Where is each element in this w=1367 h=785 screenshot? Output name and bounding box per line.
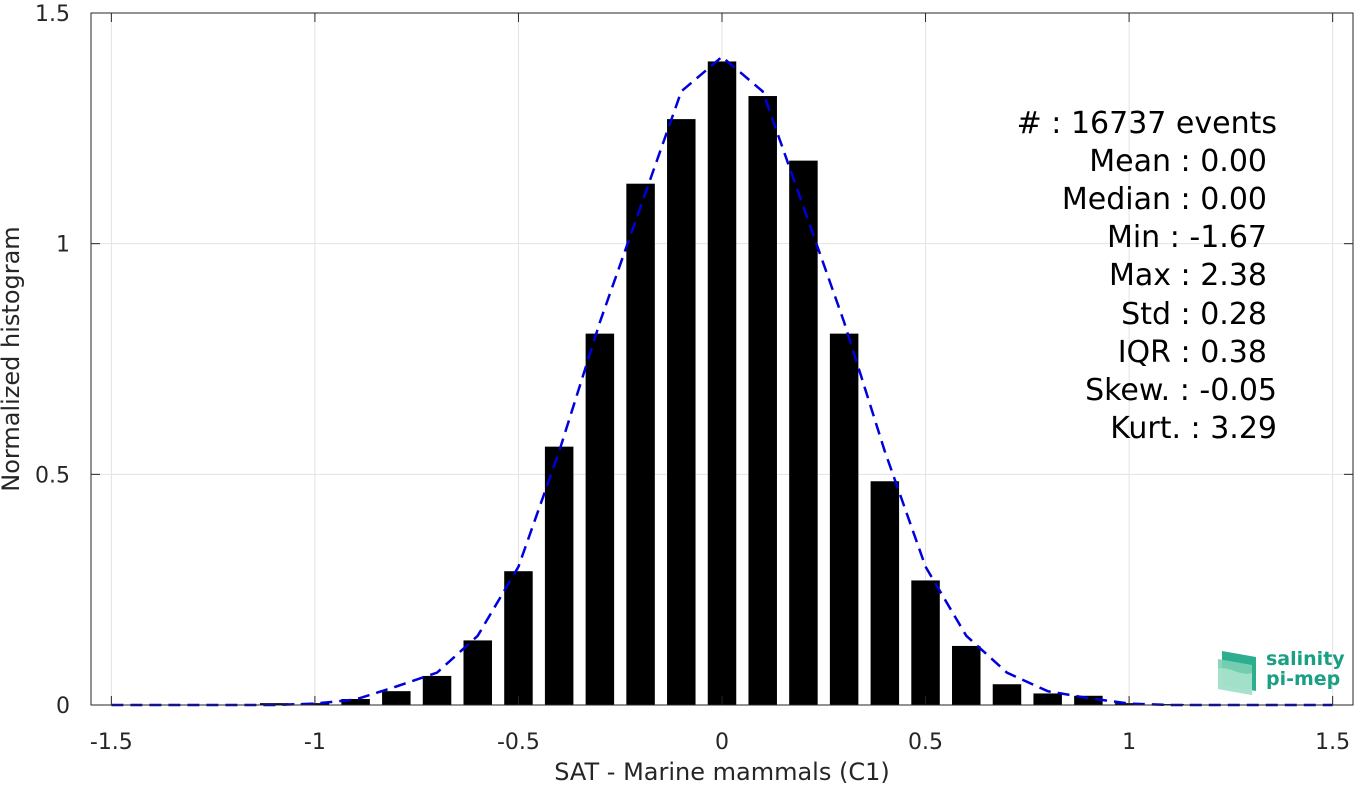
bar bbox=[341, 699, 370, 705]
bar bbox=[463, 640, 492, 705]
bar bbox=[1033, 693, 1062, 705]
x-tick-label: 1 bbox=[1122, 730, 1136, 755]
x-tick-label: -1.5 bbox=[90, 730, 133, 755]
bars bbox=[259, 61, 1185, 706]
bar bbox=[504, 571, 533, 705]
logo-line2: pi-mep bbox=[1266, 668, 1341, 690]
stat-median: Median : 0.00 bbox=[1062, 182, 1267, 217]
bar bbox=[382, 691, 411, 705]
bar bbox=[667, 119, 696, 705]
logo-line1: salinity bbox=[1266, 648, 1345, 670]
x-tick-label: 0.5 bbox=[908, 730, 943, 755]
bar bbox=[952, 645, 981, 705]
bar bbox=[911, 580, 940, 705]
ticks bbox=[91, 12, 1353, 706]
stat-min: Min : -1.67 bbox=[1107, 220, 1267, 255]
stat-iqr: IQR : 0.38 bbox=[1118, 335, 1267, 370]
y-tick-label: 1 bbox=[56, 233, 70, 258]
x-tick-label: -0.5 bbox=[497, 730, 540, 755]
x-tick-label: -1 bbox=[304, 730, 326, 755]
y-tick-label: 1.5 bbox=[35, 2, 70, 27]
bar bbox=[992, 684, 1022, 705]
bar bbox=[789, 160, 818, 706]
stat-max: Max : 2.38 bbox=[1109, 258, 1267, 293]
y-tick-labels: 0 0.5 1 1.5 bbox=[35, 2, 70, 719]
stats-box: # : 16737 events Mean : 0.00 Median : 0.… bbox=[1017, 106, 1277, 446]
stat-skew: Skew. : -0.05 bbox=[1085, 373, 1277, 408]
x-tick-labels: -1.5 -1 -0.5 0 0.5 1 1.5 bbox=[90, 730, 1350, 755]
y-tick-label: 0.5 bbox=[35, 463, 70, 488]
y-axis-title: Normalized histogram bbox=[0, 226, 25, 491]
bar bbox=[748, 96, 777, 706]
stat-kurt: Kurt. : 3.29 bbox=[1110, 411, 1277, 446]
bar bbox=[1074, 695, 1103, 705]
logo-wave-icon bbox=[1218, 651, 1256, 695]
x-tick-label: 0 bbox=[715, 730, 729, 755]
bar bbox=[707, 61, 737, 705]
stat-events: # : 16737 events bbox=[1017, 106, 1277, 141]
bar bbox=[829, 333, 859, 705]
bar bbox=[626, 183, 655, 705]
x-tick-label: 1.5 bbox=[1315, 730, 1350, 755]
bar bbox=[870, 481, 900, 705]
bar bbox=[544, 446, 574, 705]
y-tick-label: 0 bbox=[56, 694, 70, 719]
bar bbox=[585, 333, 615, 705]
x-axis-title: SAT - Marine mammals (C1) bbox=[554, 758, 889, 785]
bar bbox=[422, 675, 452, 705]
stat-mean: Mean : 0.00 bbox=[1089, 144, 1267, 179]
salinity-pimep-logo: salinity pi-mep bbox=[1216, 645, 1346, 697]
stat-std: Std : 0.28 bbox=[1121, 297, 1267, 332]
